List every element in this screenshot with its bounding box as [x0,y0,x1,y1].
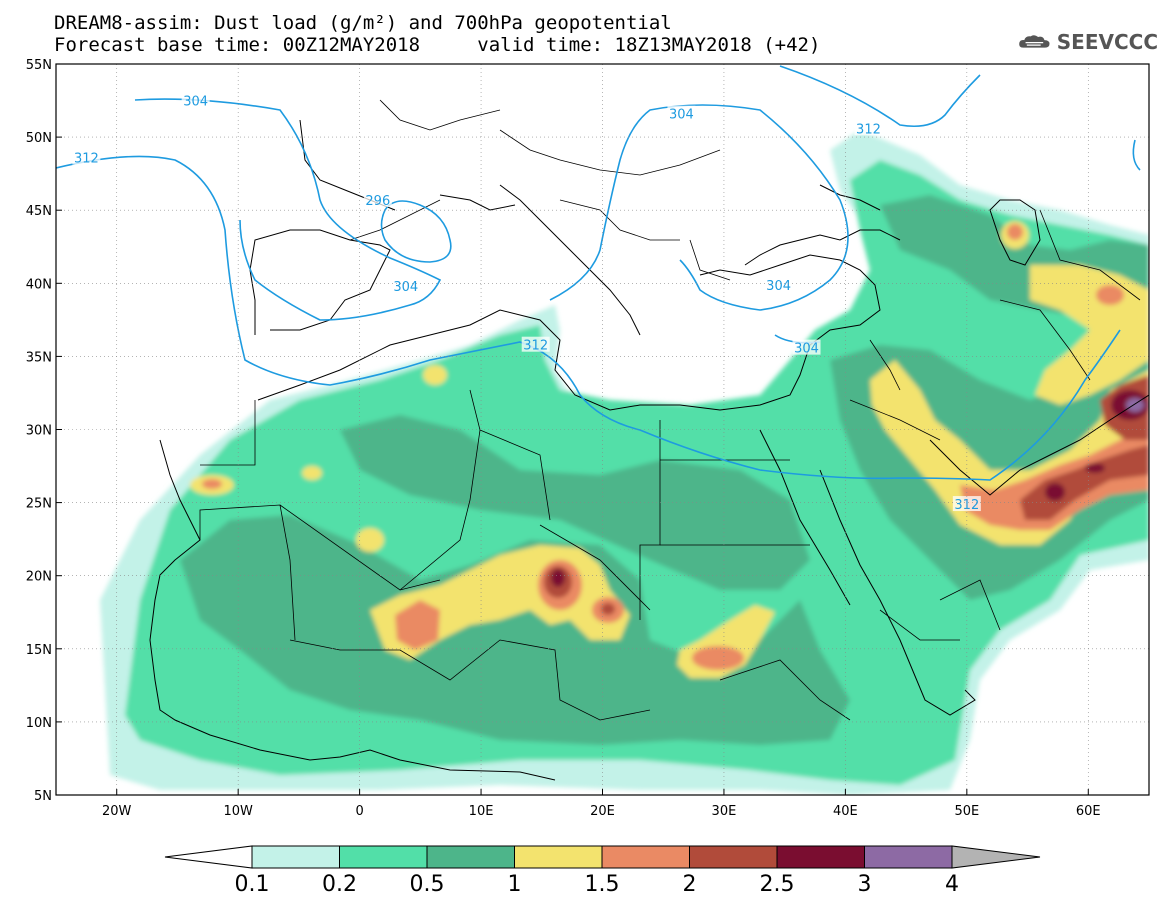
colorbar-label: 0.1 [234,872,270,897]
colorbar-under-arrow [164,845,253,869]
dust-region-yellow-spot-3 [423,365,447,385]
lat-label: 25N [26,497,52,512]
colorbar-swatch [514,845,603,869]
lat-label: 20N [26,570,52,585]
contour-label: 312 [856,122,881,137]
lat-label: 30N [26,424,52,439]
contour-304-ne [1132,139,1141,171]
lon-label: 50E [954,804,979,819]
colorbar-label: 0.2 [322,872,357,897]
lon-label: 40E [833,804,858,819]
contour-304-west [134,98,442,321]
lat-label: 50N [26,131,52,146]
dust-region-orange-niger [395,600,440,650]
colorbar-label: 1 [507,872,522,897]
lat-label: 15N [26,643,52,658]
dust-region-brown-gulf [1020,445,1149,520]
contour-304-east [549,104,849,311]
contour-labels: 304 312 296 304 312 304 312 304 304 312 [72,92,981,513]
contour-label-bg [72,149,101,165]
dust-region-maroon-chad [551,569,565,587]
contour-label: 312 [523,339,548,354]
contour-label: 312 [74,152,99,167]
colorbar-label: 4 [945,872,959,897]
colorbar-label: 1.5 [584,872,620,897]
contour-296 [380,200,452,263]
contour-label: 296 [365,194,390,209]
contour-label: 304 [183,95,208,110]
contour-label-bg [667,105,696,121]
cloud-icon [1019,35,1050,48]
valid-time-label: valid time: 18Z13MAY2018 (+42) [477,34,821,56]
contour-label: 304 [794,342,819,357]
colorbar-label: 0.5 [409,872,445,897]
dust-region-yellow-spot-5 [302,466,322,480]
colorbar-swatch [864,845,953,869]
dust-region-maroon-gulf [1045,483,1065,501]
lat-label: 45N [26,204,52,219]
colorbar [164,845,1041,869]
colorbar-label: 2 [682,872,697,897]
dust-region-dark-west [180,515,850,745]
country-borders [199,99,1141,721]
chart-subtitle: Forecast base time: 00Z12MAY2018 valid t… [54,35,820,55]
contour-312-north [779,65,981,128]
geopotential-contours [56,65,1141,481]
seevccc-logo: SEEVCCC [1018,28,1158,56]
colorbar-swatch [776,845,865,869]
lon-label: 20E [590,804,615,819]
lon-label: 20W [102,804,132,819]
contour-label: 304 [766,279,791,294]
lon-label: 30E [712,804,737,819]
lat-label: 55N [26,58,52,73]
lon-label: 0 [355,804,363,819]
contour-label-bg [764,276,793,292]
contour-312-west [56,155,1121,481]
dust-region-dark-east [830,300,1149,600]
lat-label: 35N [26,350,52,365]
colorbar-swatch [426,845,515,869]
contour-label: 304 [393,280,418,295]
base-time-label: Forecast base time: 00Z12MAY2018 [54,34,421,56]
dust-region-orange-caspian [1007,224,1023,240]
dust-region-maroon-gulf-2 [1085,463,1105,473]
dust-region-dark-central [340,415,810,590]
logo-text: SEEVCCC [1056,30,1158,54]
contour-label: 312 [954,498,979,513]
lat-label: 40N [26,277,52,292]
axis-ticks: 55N 50N 45N 40N 35N 30N 25N 20N 15N 10N 5N 20W 10W 0 1… [26,58,1101,819]
lon-label: 10E [469,804,494,819]
lon-label: 60E [1076,804,1101,819]
colorbar-swatch [251,845,340,869]
contour-label: 304 [669,108,694,123]
colorbar-swatch [339,845,428,869]
chart-title: DREAM8-assim: Dust load (g/m²) and 700hP… [54,12,672,34]
contour-label-bg [521,336,550,352]
colorbar-over-arrow [951,845,1041,869]
dust-region-orange-sudan [692,646,744,670]
contour-label-bg [792,339,821,355]
contour-label-bg [854,120,883,136]
colorbar-label: 2.5 [759,872,795,897]
contour-label-bg [952,496,981,512]
colorbar-label: 3 [857,872,872,897]
lat-label: 5N [34,789,52,804]
dust-region-orange-iran [1096,285,1124,305]
dust-field: 304 312 296 304 312 304 312 304 304 312 [56,65,1149,795]
lat-label: 10N [26,716,52,731]
colorbar-swatch [689,845,778,869]
colorbar-swatch [601,845,690,869]
dust-region-brown-chad-2 [601,603,615,615]
dust-region-orange-spot [202,479,222,489]
dust-region-yellow-spot-2 [356,528,384,552]
contour-label-bg [391,278,420,294]
lon-label: 10W [223,804,253,819]
contour-label-bg [363,191,392,207]
contour-label-bg [181,92,210,108]
